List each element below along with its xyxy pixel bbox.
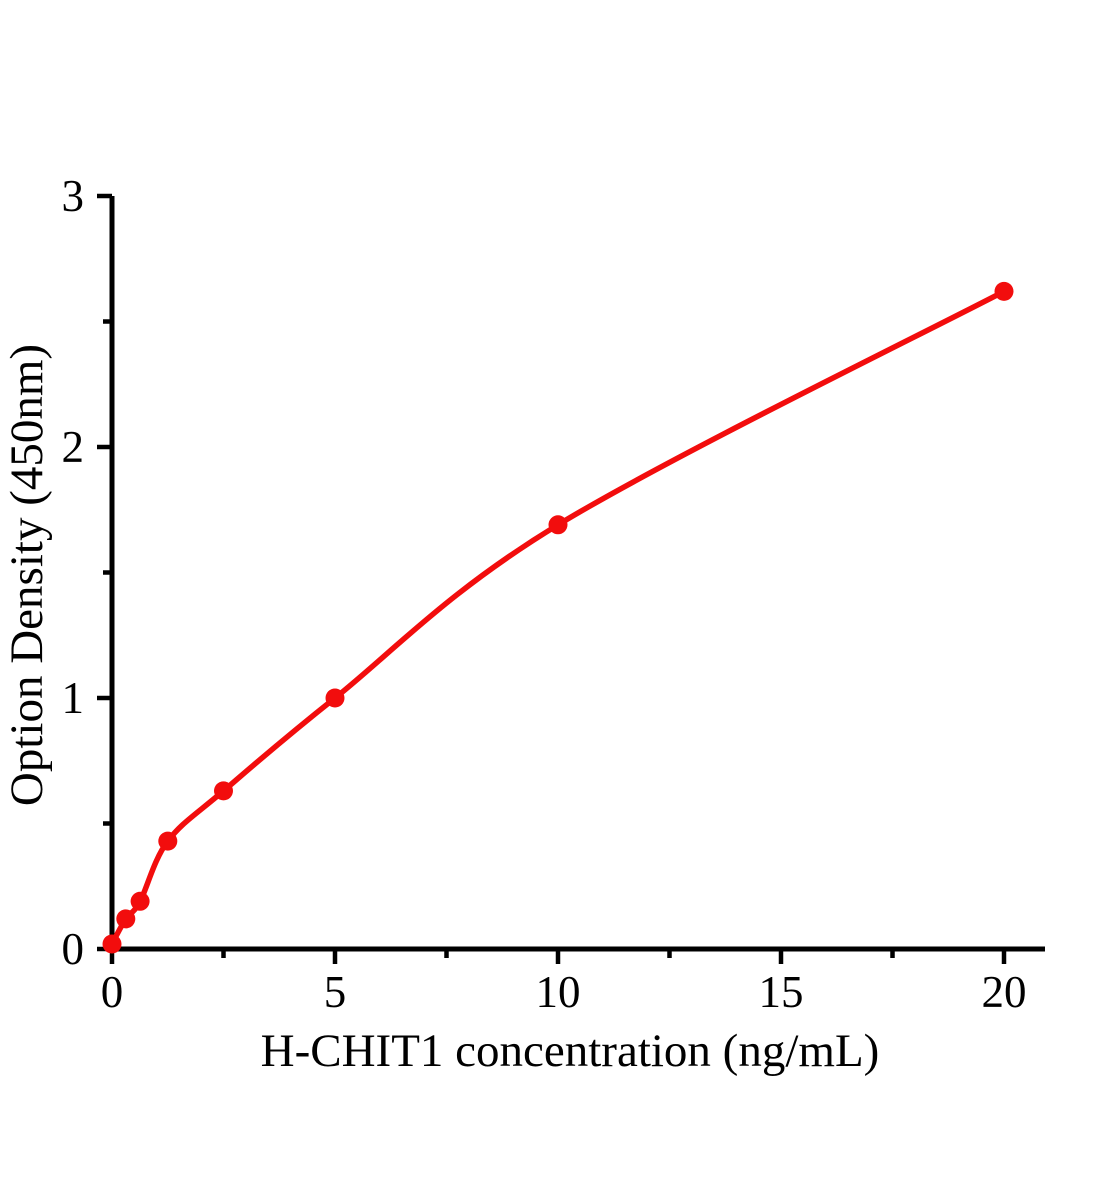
data-points (102, 281, 1014, 954)
data-point-marker (158, 831, 178, 851)
data-point-marker (102, 934, 122, 954)
y-tick-label: 3 (62, 171, 85, 221)
data-point-marker (994, 281, 1014, 301)
x-tick-label: 10 (536, 967, 581, 1017)
y-tick-label: 1 (62, 673, 85, 723)
data-point-marker (214, 781, 233, 801)
x-tick-label: 20 (982, 967, 1027, 1017)
y-tick-label: 2 (62, 422, 85, 472)
y-tick-label: 0 (62, 924, 85, 974)
x-tick-label: 0 (101, 967, 124, 1017)
data-point-marker (548, 515, 568, 535)
y-axis-title: Option Density (450nm) (1, 344, 53, 806)
standard-curve-line (109, 288, 1007, 947)
x-tick-label: 15 (759, 967, 804, 1017)
data-point-marker (325, 688, 345, 708)
data-point-marker (130, 891, 150, 911)
x-tick-label: 5 (324, 967, 347, 1017)
data-point-marker (116, 909, 136, 929)
axes (97, 193, 1045, 964)
x-axis-title: H-CHIT1 concentration (ng/mL) (261, 1025, 880, 1077)
y-tick-labels: 0 1 2 3 (62, 171, 85, 974)
x-tick-labels: 0 5 10 15 20 (101, 967, 1027, 1017)
